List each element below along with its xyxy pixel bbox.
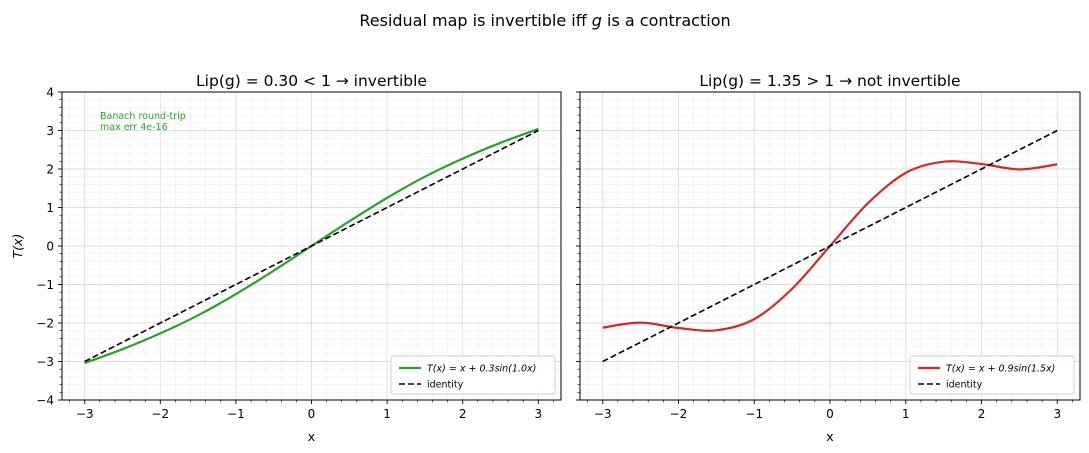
x-tick-label: 1 — [902, 407, 910, 421]
y-tick-label: −3 — [36, 355, 54, 369]
y-tick-label: −4 — [36, 394, 54, 408]
series-group — [84, 127, 539, 365]
x-tick-label: 1 — [383, 407, 391, 421]
grid — [580, 91, 1080, 401]
x-tick-label: 3 — [1053, 407, 1061, 421]
y-tick-label: 0 — [46, 240, 54, 254]
legend: T(x) = x + 0.9sin(1.5x) identity — [909, 355, 1075, 395]
series-group — [602, 129, 1058, 363]
left-chart-panel: −3 −2 −1 0 1 2 3 −4 −3 −2 −1 0 1 2 3 4 Lip(g) = 0.30 < 1… — [10, 72, 562, 444]
suptitle-prefix: Residual map is invertible iff — [359, 11, 591, 30]
x-tick-label: −2 — [670, 407, 688, 421]
legend-label: T(x) = x + 0.3sin(1.0x) — [427, 364, 536, 375]
y-tick-label: −2 — [36, 317, 54, 331]
y-tick-label: 4 — [46, 86, 54, 100]
y-tick-label: 2 — [46, 163, 54, 177]
x-tick-label: 3 — [534, 407, 542, 421]
x-tick-label: −2 — [151, 407, 169, 421]
y-tick-label: 3 — [46, 124, 54, 138]
x-axis-label: x — [826, 429, 833, 444]
x-axis-label: x — [308, 429, 315, 444]
right-chart-panel: −3 −2 −1 0 1 2 3 Lip(g) = 1.35 > 1 → not invert… — [576, 72, 1081, 444]
x-tick-label: −1 — [227, 407, 245, 421]
y-axis-label: T(x) — [10, 234, 25, 259]
x-tick-label: −3 — [594, 407, 612, 421]
chart-title: Lip(g) = 0.30 < 1 → invertible — [196, 72, 427, 90]
x-tick-label: −3 — [76, 407, 94, 421]
identity-series-line — [602, 129, 1058, 363]
identity-series-line — [84, 129, 539, 363]
legend-frame — [390, 355, 556, 395]
annotation-text: max err 4e-16 — [100, 122, 168, 133]
y-tick-label: −1 — [36, 278, 54, 292]
legend: T(x) = x + 0.3sin(1.0x) identity — [390, 355, 556, 395]
x-tick-label: −1 — [745, 407, 763, 421]
x-tick-label: 2 — [459, 407, 467, 421]
suptitle-variable: g — [592, 11, 602, 30]
annotation-text: Banach round-trip — [100, 111, 186, 122]
axes-frame — [579, 91, 1081, 401]
chart-title: Lip(g) = 1.35 > 1 → not invertible — [699, 72, 960, 90]
y-tick-label: 1 — [46, 201, 54, 215]
axes-frame — [61, 91, 562, 401]
legend-label: identity — [946, 380, 983, 391]
x-tick-label: 0 — [826, 407, 834, 421]
legend-label: T(x) = x + 0.9sin(1.5x) — [946, 364, 1055, 375]
legend-frame — [909, 355, 1075, 395]
x-tick-label: 2 — [978, 407, 986, 421]
figure-suptitle: Residual map is invertible iff g is a co… — [359, 11, 730, 30]
x-tick-label: 0 — [308, 407, 316, 421]
suptitle-suffix: is a contraction — [602, 11, 731, 30]
legend-label: identity — [427, 380, 464, 391]
